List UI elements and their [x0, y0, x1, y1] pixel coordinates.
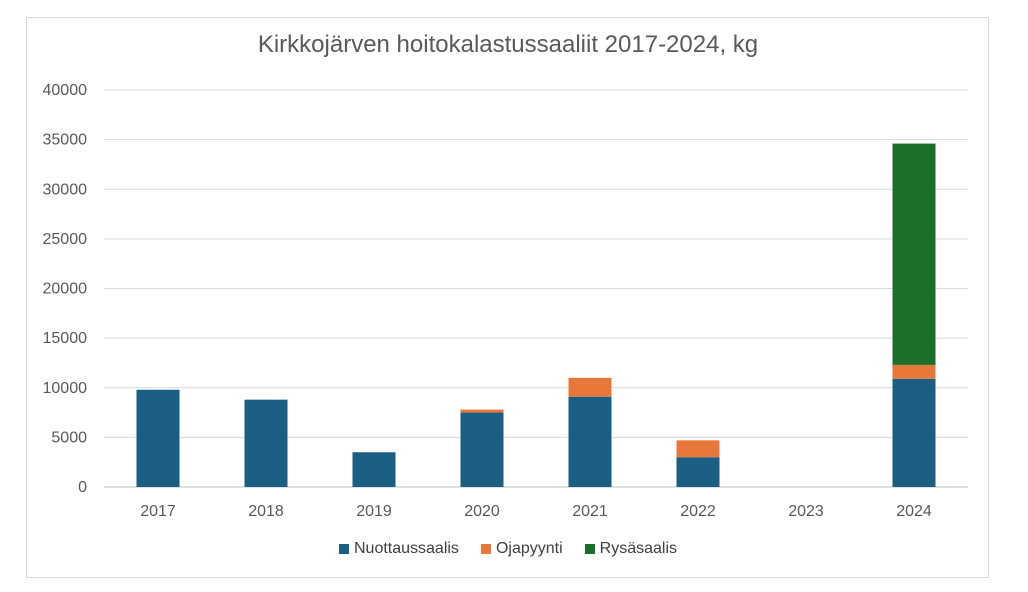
- bar-segment: [892, 378, 936, 487]
- x-tick-label: 2017: [140, 503, 176, 520]
- chart-title: Kirkkojärven hoitokalastussaaliit 2017-2…: [257, 31, 759, 58]
- bar-segment: [460, 409, 504, 413]
- x-tick-label: 2019: [356, 503, 392, 520]
- legend-swatch: [338, 544, 349, 554]
- x-tick-label: 2018: [248, 503, 284, 520]
- bar-segment: [676, 440, 720, 458]
- bar-segment: [568, 396, 612, 487]
- x-tick-label: 2023: [788, 503, 824, 520]
- bar-segment: [136, 389, 180, 487]
- y-tick-label: 5000: [51, 429, 87, 446]
- y-tick-label: 10000: [43, 380, 88, 397]
- bar-segment: [460, 412, 504, 487]
- x-tick-label: 2022: [680, 503, 716, 520]
- bar-segment: [892, 364, 936, 379]
- bar-segment: [568, 377, 612, 397]
- y-tick-label: 0: [78, 479, 87, 496]
- bar-segment: [676, 457, 720, 487]
- y-tick-label: 25000: [43, 231, 88, 248]
- y-tick-label: 30000: [43, 181, 88, 198]
- legend-swatch: [480, 544, 491, 554]
- legend-item: Ojapyynti: [480, 540, 563, 558]
- legend-item: Rysäsaalis: [584, 540, 677, 558]
- y-tick-label: 15000: [43, 330, 88, 347]
- legend-label: Ojapyynti: [495, 540, 563, 557]
- chart-legend: Nuottaussaalis Ojapyynti Rysäsaalis: [0, 540, 1016, 558]
- y-tick-label: 35000: [43, 132, 88, 149]
- chart-frame: [26, 17, 989, 578]
- bar-segment: [244, 399, 288, 487]
- y-tick-label: 20000: [43, 281, 88, 298]
- legend-item: Nuottaussaalis: [338, 540, 459, 558]
- bar-segment: [892, 143, 936, 365]
- y-tick-label: 40000: [43, 82, 88, 99]
- legend-swatch: [584, 544, 595, 554]
- bar-segment: [352, 452, 396, 487]
- x-tick-label: 2024: [896, 503, 932, 520]
- x-tick-label: 2020: [464, 503, 500, 520]
- legend-label: Rysäsaalis: [599, 540, 677, 557]
- legend-label: Nuottaussaalis: [353, 540, 459, 557]
- x-tick-label: 2021: [572, 503, 608, 520]
